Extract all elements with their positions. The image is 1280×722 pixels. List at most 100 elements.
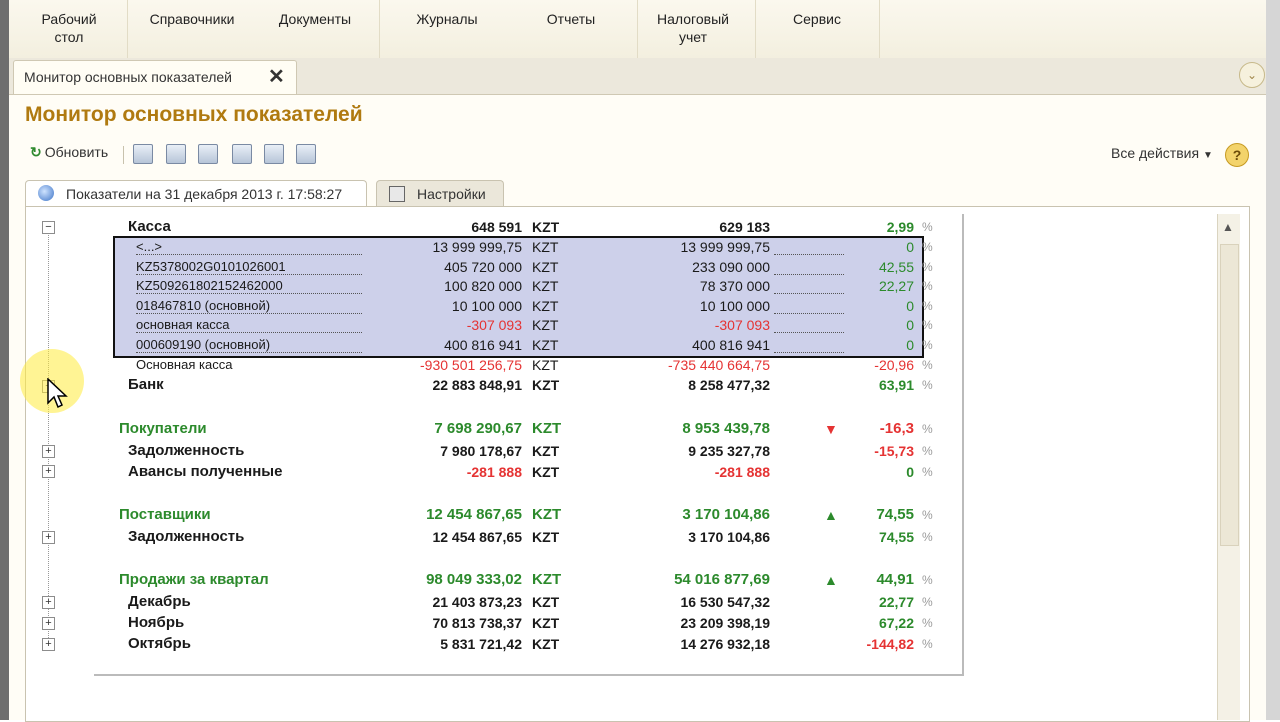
table-row[interactable]: Авансы полученные -281 888 KZT -281 888 … <box>0 462 1280 482</box>
table-row[interactable]: 018467810 (основной) 10 100 000 KZT 10 1… <box>0 296 1280 316</box>
table-row[interactable]: Продажи за квартал 98 049 333,02 KZT 54 … <box>0 570 1280 590</box>
expand-icon[interactable]: + <box>42 531 55 544</box>
table-row[interactable]: Поставщики 12 454 867,65 KZT 3 170 104,8… <box>0 505 1280 525</box>
expand-icon[interactable]: + <box>42 617 55 630</box>
table-row[interactable]: Задолженность 7 980 178,67 KZT 9 235 327… <box>0 441 1280 461</box>
dotted-separator <box>136 313 362 314</box>
table-row[interactable]: Основная касса -930 501 256,75 KZT -735 … <box>0 355 1280 375</box>
percent-change: -16,3 <box>879 420 914 437</box>
close-icon[interactable]: ✕ <box>268 66 285 88</box>
dotted-separator <box>774 274 844 275</box>
row-label: 018467810 (основной) <box>136 298 271 313</box>
percent-sign: % <box>922 530 933 544</box>
help-button[interactable]: ? <box>1225 143 1249 167</box>
percent-sign: % <box>922 299 933 313</box>
percent-change: 0 <box>906 317 914 333</box>
currency: KZT <box>532 594 560 610</box>
table-row[interactable]: Покупатели 7 698 290,67 KZT 8 953 439,78… <box>0 419 1280 439</box>
percent-sign: % <box>922 422 933 436</box>
table-row[interactable]: KZ509261802152462000 100 820 000 KZT 78 … <box>0 276 1280 296</box>
expand-icon[interactable]: + <box>42 465 55 478</box>
percent-change: 63,91 <box>878 377 914 393</box>
mouse-pointer-icon <box>47 378 68 409</box>
value-current: 12 454 867,65 <box>432 529 522 545</box>
refresh-button[interactable]: ↻ Обновить <box>30 144 108 161</box>
currency: KZT <box>532 464 560 480</box>
tab-monitor[interactable]: Монитор основных показателей ✕ <box>13 60 297 94</box>
dotted-separator <box>136 274 362 275</box>
value-current: 7 980 178,67 <box>440 443 522 459</box>
expand-icon[interactable]: + <box>42 596 55 609</box>
all-actions-menu[interactable]: Все действия ▼ <box>1111 145 1213 161</box>
refresh-label: Обновить <box>44 144 109 160</box>
collapse-icon[interactable]: − <box>42 221 55 234</box>
table-row[interactable]: Декабрь 21 403 873,23 KZT 16 530 547,32 … <box>0 592 1280 612</box>
menu-service[interactable]: Сервис <box>767 10 867 28</box>
value-current: 10 100 000 <box>451 298 522 314</box>
group-label: Поставщики <box>119 506 211 523</box>
paste-icon[interactable] <box>296 144 316 164</box>
menu-directories[interactable]: Справочники <box>137 10 247 28</box>
percent-change: 44,91 <box>876 571 914 588</box>
currency: KZT <box>532 636 560 652</box>
value-previous: 10 100 000 <box>699 298 770 314</box>
percent-sign: % <box>922 220 933 234</box>
value-current: 648 591 <box>471 219 522 235</box>
chevron-down-icon[interactable]: ⌄ <box>1239 62 1265 88</box>
table-row[interactable]: <...> 13 999 999,75 KZT 13 999 999,75 0 … <box>0 237 1280 257</box>
section-menu-bar: Рабочий стол Справочники Документы Журна… <box>9 0 1266 59</box>
percent-change: 42,55 <box>878 259 914 275</box>
vertical-scrollbar[interactable]: ▲ <box>1217 214 1240 720</box>
value-previous: 13 999 999,75 <box>680 239 770 255</box>
percent-change: 22,27 <box>878 278 914 294</box>
currency: KZT <box>532 278 559 294</box>
percent-sign: % <box>922 616 933 630</box>
table-row[interactable]: основная касса -307 093 KZT -307 093 0 % <box>0 315 1280 335</box>
table-row[interactable]: Банк 22 883 848,91 KZT 8 258 477,32 63,9… <box>0 375 1280 395</box>
menu-tax-accounting[interactable]: Налоговый учет <box>643 10 743 46</box>
menu-documents[interactable]: Документы <box>265 10 365 28</box>
percent-sign: % <box>922 279 933 293</box>
table-row[interactable]: Касса 648 591 KZT 629 183 2,99 % <box>0 217 1280 237</box>
currency: KZT <box>532 615 560 631</box>
expand-icon[interactable]: + <box>42 638 55 651</box>
table-row[interactable]: KZ5378002G0101026001 405 720 000 KZT 233… <box>0 257 1280 277</box>
copy-icon[interactable] <box>264 144 284 164</box>
value-current: 400 816 941 <box>444 337 522 353</box>
outline-tree-line <box>48 230 50 650</box>
currency: KZT <box>532 377 560 393</box>
divider <box>755 0 756 58</box>
menu-reports[interactable]: Отчеты <box>521 10 621 28</box>
tab-monitor-label: Монитор основных показателей <box>24 69 232 85</box>
print-icon[interactable] <box>166 144 186 164</box>
tab-indicators[interactable]: Показатели на 31 декабря 2013 г. 17:58:2… <box>25 180 367 207</box>
percent-change: 0 <box>906 239 914 255</box>
menu-journals[interactable]: Журналы <box>397 10 497 28</box>
value-current: 21 403 873,23 <box>432 594 522 610</box>
row-label: Авансы полученные <box>128 463 283 480</box>
expand-icon[interactable]: + <box>42 445 55 458</box>
table-row[interactable]: 000609190 (основной) 400 816 941 KZT 400… <box>0 335 1280 355</box>
dotted-separator <box>136 352 362 353</box>
percent-change: 74,55 <box>876 506 914 523</box>
value-previous: 9 235 327,78 <box>688 443 770 459</box>
save-icon[interactable] <box>133 144 153 164</box>
table-row[interactable]: Задолженность 12 454 867,65 KZT 3 170 10… <box>0 527 1280 547</box>
preview-icon[interactable] <box>198 144 218 164</box>
arrow-down-icon: ▼ <box>824 421 838 437</box>
group-label: Продажи за квартал <box>119 571 269 588</box>
value-previous: 54 016 877,69 <box>674 571 770 588</box>
table-row[interactable]: Октябрь 5 831 721,42 KZT 14 276 932,18 -… <box>0 634 1280 654</box>
dotted-separator <box>774 332 844 333</box>
percent-change: 0 <box>906 298 914 314</box>
scrollbar-thumb[interactable] <box>1220 244 1239 546</box>
scroll-up-icon[interactable]: ▲ <box>1222 220 1234 234</box>
value-previous: -735 440 664,75 <box>668 357 770 373</box>
table-row[interactable]: Ноябрь 70 813 738,37 KZT 23 209 398,19 6… <box>0 613 1280 633</box>
value-current: -307 093 <box>466 317 522 333</box>
value-previous: -281 888 <box>714 464 770 480</box>
tab-settings[interactable]: Настройки <box>376 180 504 207</box>
percent-sign: % <box>922 338 933 352</box>
menu-desktop[interactable]: Рабочий стол <box>31 10 107 46</box>
move-icon[interactable] <box>232 144 252 164</box>
